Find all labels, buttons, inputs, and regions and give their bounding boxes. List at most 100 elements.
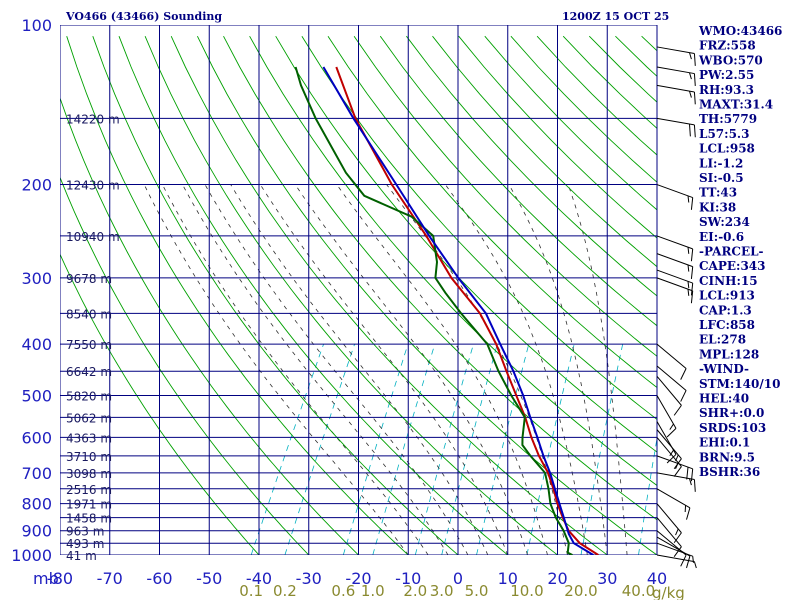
dry-adiabats (60, 35, 800, 566)
wind-barb-half-flag (675, 528, 679, 536)
stability-index: CAP:1.3 (699, 303, 752, 317)
wind-barb (656, 429, 682, 470)
wind-barb-full-flag (686, 507, 691, 520)
pressure-axis-labels: 100 200 300 400 500 600 700 800 900 1000 (11, 16, 52, 565)
moist-adiabat-line (230, 184, 489, 555)
mixing-ratio-label: 2.0 (403, 582, 427, 600)
dry-adiabat-line (353, 35, 657, 357)
wind-barb-half-flag (687, 281, 690, 289)
wind-barb (656, 472, 696, 492)
pressure-tick-label: 800 (21, 495, 52, 514)
wind-barb-shaft (656, 235, 693, 250)
height-label: 963 m (66, 525, 104, 539)
wind-barb-shaft (656, 429, 682, 460)
mixing-ratio-label: 10.0 (510, 582, 543, 600)
height-label: 3098 m (66, 467, 112, 481)
mixing-ratio-label: 3.0 (430, 582, 454, 600)
wind-barb-full-flag (673, 405, 682, 416)
mixing-ratio-label: 1.0 (361, 582, 385, 600)
pressure-tick-label: 500 (21, 386, 52, 405)
mixing-ratio-label: 5.0 (465, 582, 489, 600)
wind-barb-shaft (656, 184, 693, 199)
height-label: 41 m (66, 549, 97, 563)
pressure-tick-label: 200 (21, 176, 52, 195)
wind-barb-full-flag (690, 248, 694, 262)
stability-index: LFC:858 (699, 318, 755, 332)
stability-index: SRDS:103 (699, 421, 766, 435)
height-label: 2516 m (66, 483, 112, 497)
dry-adiabat-line (60, 253, 260, 555)
stability-index: WBO:570 (698, 53, 763, 67)
stability-index: PW:2.55 (699, 68, 754, 82)
wind-barb (656, 253, 694, 279)
wind-barb-full-flag (690, 266, 694, 279)
height-label: 4363 m (66, 431, 112, 445)
wind-barb-half-flag (689, 52, 692, 60)
mixing-ratio-line (284, 343, 355, 555)
dry-adiabat-line (772, 36, 800, 566)
wind-barb-full-flag (693, 53, 696, 66)
wind-barb-full-flag (673, 458, 682, 470)
stability-index: LCL:913 (699, 289, 755, 303)
wind-barb (656, 46, 696, 66)
wind-barb (656, 343, 687, 380)
height-label: 493 m (66, 537, 104, 551)
mixing-ratio-label: 0.1 (239, 582, 263, 600)
height-label: 9678 m (66, 272, 112, 286)
stability-index: WMO:43466 (698, 24, 782, 38)
stability-index: HEL:40 (699, 392, 749, 406)
height-label: 10940 m (66, 230, 120, 244)
parcel-trace (322, 66, 594, 555)
wind-barb-full-flag (680, 368, 687, 380)
temperature-tick-label: -50 (196, 569, 222, 588)
wind-barb-full-flag (673, 546, 682, 558)
height-label: 1971 m (66, 498, 112, 512)
stability-index: EHI:0.1 (699, 436, 750, 450)
stability-index: RH:93.3 (699, 83, 754, 97)
stability-index: LI:-1.2 (699, 156, 743, 170)
mixing-ratio-unit-label: g/kg (652, 584, 685, 600)
stability-index: BSHR:36 (699, 465, 760, 479)
mixing-ratio-label: 0.2 (273, 582, 297, 600)
temperature-tick-label: -20 (345, 569, 371, 588)
dry-adiabat-line (144, 36, 559, 555)
moist-adiabat-line (259, 184, 509, 555)
wind-barb-half-flag (669, 423, 674, 430)
wind-barb-shaft (656, 46, 695, 55)
wind-barb-shaft (656, 343, 687, 369)
wind-barb (656, 503, 682, 544)
moist-adiabats (143, 184, 628, 555)
wind-barb-full-flag (693, 91, 696, 105)
height-labels: 14220 m 12430 m 10940 m 9678 m 8540 m 7550 m 6… (66, 112, 120, 563)
temperature-tick-label: 40 (647, 569, 667, 588)
dry-adiabat-line (223, 35, 657, 521)
pressure-tick-label: 1000 (11, 546, 52, 565)
wind-barb (656, 235, 694, 262)
wind-barb-shaft (656, 536, 691, 557)
stability-index: CAPE:343 (699, 259, 766, 273)
height-label: 14220 m (66, 112, 120, 126)
temperature-tick-label: 0 (453, 569, 463, 588)
wind-barb-half-flag (687, 247, 690, 254)
wind-barb (656, 269, 694, 296)
mixing-ratio-line (250, 343, 324, 555)
wind-barb (656, 365, 687, 402)
wind-barb-full-flag (666, 428, 677, 438)
pressure-unit-label: mb (33, 569, 59, 588)
wind-barb-shaft (656, 472, 695, 480)
stability-index: STM:140/10 (699, 377, 780, 391)
wind-barb-shaft (656, 375, 682, 406)
wind-barb-half-flag (693, 561, 697, 569)
mixing-ratio-line (526, 344, 575, 555)
mixing-ratio-label: 20.0 (564, 582, 597, 600)
moist-adiabat-line (143, 184, 409, 555)
wind-barb-shaft (656, 365, 687, 391)
wind-barb-half-flag (687, 289, 690, 296)
wind-barb (656, 421, 677, 464)
stability-index: SHR+:0.0 (699, 406, 764, 420)
wind-barb (656, 536, 691, 569)
stability-index: EI:-0.6 (699, 230, 744, 244)
pressure-tick-label: 300 (21, 269, 52, 288)
wind-barb-shaft (656, 488, 691, 509)
